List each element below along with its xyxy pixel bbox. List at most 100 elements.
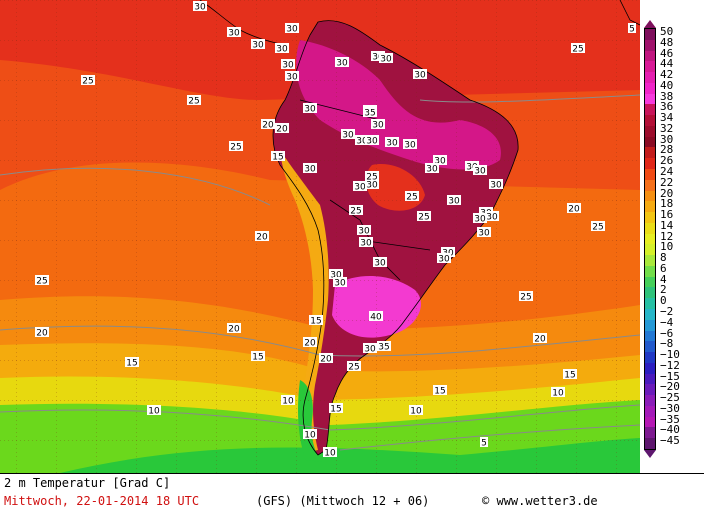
isotherm-label: 30 xyxy=(303,103,317,115)
isotherm-label: 30 xyxy=(365,179,379,191)
svg-text:30: 30 xyxy=(334,279,346,289)
svg-text:30: 30 xyxy=(358,227,370,237)
isotherm-label: 25 xyxy=(187,95,201,107)
svg-text:20: 20 xyxy=(534,335,546,345)
isotherm-label: 30 xyxy=(329,269,343,281)
legend-value: −15 xyxy=(660,369,680,383)
legend-value: 22 xyxy=(660,175,674,189)
svg-text:20: 20 xyxy=(304,339,316,349)
svg-text:30: 30 xyxy=(286,25,298,35)
legend-value: −35 xyxy=(660,412,680,426)
svg-text:25: 25 xyxy=(350,207,361,217)
svg-text:25: 25 xyxy=(188,97,199,107)
legend-swatch xyxy=(645,309,655,321)
svg-text:25: 25 xyxy=(82,77,93,87)
isotherm-label: 20 xyxy=(533,333,547,345)
isotherm-label: 35 xyxy=(377,341,391,353)
legend-swatch xyxy=(645,29,655,41)
isotherm-label: 30 xyxy=(251,39,265,51)
svg-text:30: 30 xyxy=(414,71,426,81)
isotherm-label: 30 xyxy=(373,257,387,269)
svg-text:40: 40 xyxy=(370,313,382,323)
legend-bottom-arrow xyxy=(644,450,656,458)
svg-text:10: 10 xyxy=(282,397,294,407)
svg-text:25: 25 xyxy=(36,277,47,287)
legend-top-arrow xyxy=(644,20,656,28)
svg-text:30: 30 xyxy=(380,55,392,65)
isotherm-label: 15 xyxy=(271,151,285,163)
legend-value: 48 xyxy=(660,35,674,49)
legend-swatch xyxy=(645,179,655,192)
legend-swatch xyxy=(645,319,655,332)
valid-date: Mittwoch, 22-01-2014 18 UTC xyxy=(4,494,200,508)
legend-value: 14 xyxy=(660,218,674,232)
legend-swatch xyxy=(645,61,655,73)
isotherm-label: 15 xyxy=(125,357,139,369)
isotherm-label: 30 xyxy=(275,43,289,55)
isotherm-label: 15 xyxy=(329,403,343,415)
legend-value: −30 xyxy=(660,401,680,415)
svg-text:30: 30 xyxy=(448,197,460,207)
svg-text:25: 25 xyxy=(406,193,417,203)
svg-text:15: 15 xyxy=(310,317,321,327)
svg-text:20: 20 xyxy=(36,329,48,339)
legend-swatch xyxy=(645,427,655,439)
isotherm-label: 25 xyxy=(81,75,95,87)
isotherm-label: 10 xyxy=(551,387,565,399)
svg-text:30: 30 xyxy=(372,121,384,131)
legend-value: 0 xyxy=(660,294,667,308)
isotherm-label: 30 xyxy=(357,225,371,237)
isotherm-label: 30 xyxy=(335,57,349,69)
svg-text:30: 30 xyxy=(252,41,264,51)
legend-swatch xyxy=(645,136,655,148)
isotherm-label: 30 xyxy=(365,135,379,147)
legend-swatch xyxy=(645,190,655,202)
svg-text:30: 30 xyxy=(434,157,446,167)
legend-value: 4 xyxy=(660,272,667,286)
svg-text:30: 30 xyxy=(304,165,316,175)
legend-swatch xyxy=(645,298,655,310)
svg-text:20: 20 xyxy=(256,233,268,243)
legend-swatch xyxy=(645,222,655,235)
legend-value: 26 xyxy=(660,154,674,168)
svg-text:10: 10 xyxy=(148,407,160,417)
svg-text:25: 25 xyxy=(418,213,429,223)
isotherm-label: 30 xyxy=(341,129,355,141)
legend-value: 36 xyxy=(660,100,674,114)
legend-value: 46 xyxy=(660,46,674,60)
svg-text:30: 30 xyxy=(228,29,240,39)
isotherm-label: 40 xyxy=(369,311,383,323)
isotherm-label: 30 xyxy=(447,195,461,207)
isotherm-label: 25 xyxy=(417,211,431,223)
legend-swatch xyxy=(645,244,655,256)
isotherm-label: 25 xyxy=(349,205,363,217)
legend-value: 30 xyxy=(660,132,674,146)
svg-text:20: 20 xyxy=(568,205,580,215)
svg-text:15: 15 xyxy=(564,371,575,381)
isotherm-label: 30 xyxy=(363,343,377,355)
isotherm-label: 30 xyxy=(465,161,479,173)
svg-text:10: 10 xyxy=(324,449,336,459)
isotherm-label: 20 xyxy=(319,353,333,365)
isotherm-label: 10 xyxy=(303,429,317,441)
legend-value: 12 xyxy=(660,229,674,243)
isotherm-label: 30 xyxy=(285,71,299,83)
svg-text:30: 30 xyxy=(404,141,416,151)
legend-swatch xyxy=(645,201,655,213)
legend-value: −4 xyxy=(660,315,674,329)
lat-lon-grid xyxy=(0,0,640,473)
isotherm-label: 20 xyxy=(275,123,289,135)
legend-swatch xyxy=(645,39,655,52)
svg-text:5: 5 xyxy=(481,439,487,449)
svg-text:30: 30 xyxy=(486,213,498,223)
isotherm-label: 5 xyxy=(628,23,636,35)
isotherm-label: 25 xyxy=(35,275,49,287)
svg-text:30: 30 xyxy=(282,61,294,71)
isotherm-label: 30 xyxy=(281,59,295,71)
legend-value: −25 xyxy=(660,391,680,405)
isotherm-label: 30 xyxy=(371,51,385,63)
svg-text:10: 10 xyxy=(304,431,316,441)
svg-text:15: 15 xyxy=(252,353,263,363)
legend-value: 32 xyxy=(660,121,674,135)
